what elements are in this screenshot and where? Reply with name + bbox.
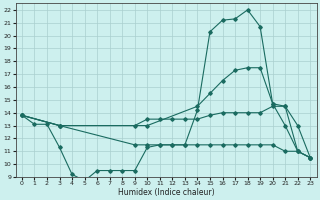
X-axis label: Humidex (Indice chaleur): Humidex (Indice chaleur) <box>118 188 214 197</box>
